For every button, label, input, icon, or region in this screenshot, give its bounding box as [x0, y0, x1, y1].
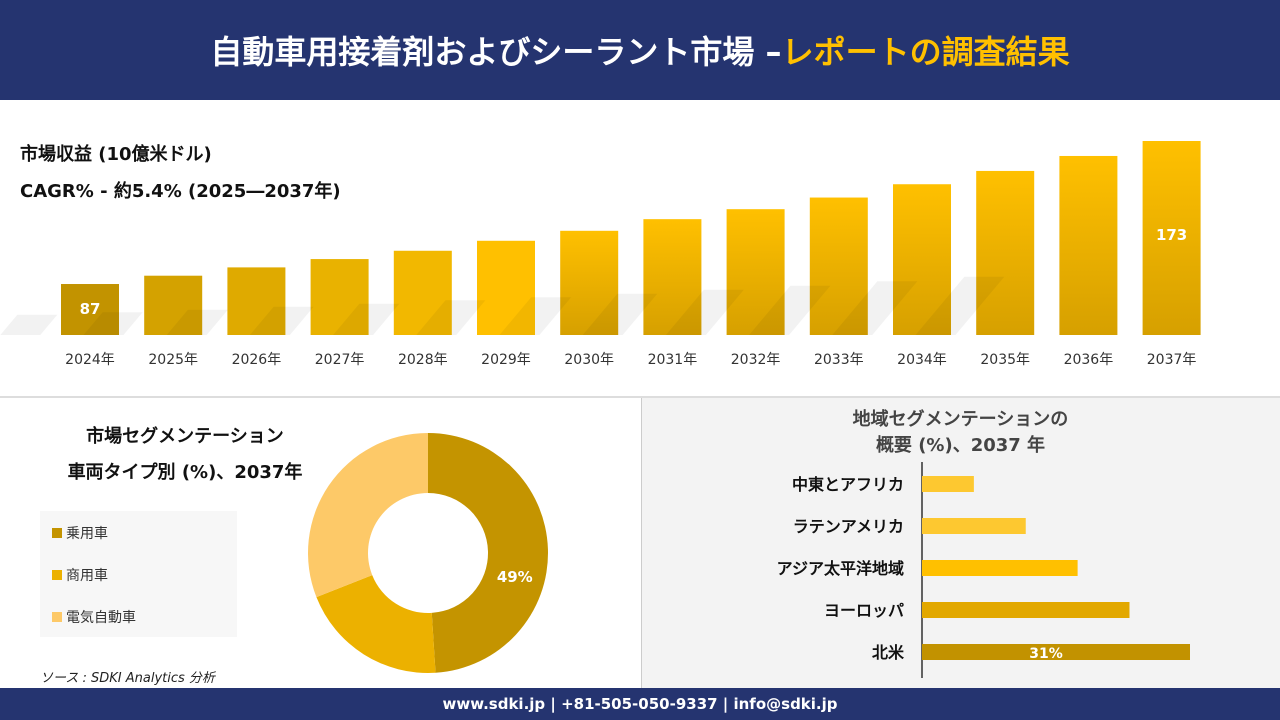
year-label: 2031年	[648, 352, 698, 368]
revenue-bar-chart: 2024年 87 2025年 2026年 2027年 2028年 2029年 2030年 203…	[0, 141, 1201, 368]
bar-shadow	[416, 300, 486, 335]
segment-title-1: 市場セグメンテーション	[86, 426, 284, 447]
bar-shadow	[749, 285, 831, 335]
segment-title-2: 車両タイプ別 (%)、2037年	[67, 462, 303, 483]
bar-shadow	[499, 297, 572, 335]
slice-data-label: 49%	[497, 568, 533, 586]
bar-data-label: 87	[80, 300, 101, 318]
bar-data-label: 173	[1156, 226, 1187, 244]
bar-shadow	[333, 303, 400, 336]
header-banner: 自動車用接着剤およびシーラント市場 – レポートの調査結果	[0, 0, 1280, 100]
revenue-bar	[726, 209, 785, 335]
year-label: 2028年	[398, 352, 448, 368]
revenue-bar	[310, 259, 369, 335]
year-label: 2034年	[897, 352, 947, 368]
bar-shadow	[915, 276, 1005, 335]
bar-shadow	[0, 314, 58, 336]
bar-shadow	[249, 306, 314, 336]
donut-legend	[40, 511, 237, 637]
revenue-bar	[976, 170, 1035, 335]
footer-contact: www.sdki.jp | +81-505-050-9337 | info@sd…	[0, 688, 1280, 720]
legend-label: 乗用車	[66, 526, 108, 542]
year-label: 2032年	[731, 352, 781, 368]
revenue-bar	[643, 219, 702, 335]
legend-item-passenger: 乗用車	[52, 523, 108, 543]
revenue-bar	[809, 197, 868, 335]
bar-shadow	[83, 312, 143, 335]
section-divider	[0, 396, 1280, 398]
revenue-bar	[144, 275, 203, 335]
page-title-accent: レポートの調査結果	[781, 33, 1070, 71]
legend-swatch	[52, 612, 62, 622]
region-title-2: 概要 (%)、2037 年	[875, 435, 1046, 456]
revenue-bar	[477, 240, 535, 335]
bar-shadow	[582, 293, 658, 336]
source-note: ソース : SDKI Analytics 分析	[40, 671, 215, 686]
bar-shadow	[166, 309, 228, 335]
legend-item-commercial: 商用車	[52, 565, 108, 585]
bar-shadow	[832, 281, 918, 336]
donut-slice	[428, 433, 548, 673]
legend-swatch	[52, 528, 62, 538]
bar-shadow	[665, 289, 744, 335]
donut-slice	[316, 575, 436, 673]
legend-item-ev: 電気自動車	[52, 607, 136, 627]
year-label: 2029年	[481, 352, 531, 368]
page-title: 自動車用接着剤およびシーラント市場 –	[210, 33, 782, 71]
year-label: 2037年	[1147, 352, 1197, 368]
revenue-bar	[1059, 155, 1118, 335]
year-label: 2033年	[814, 352, 864, 368]
revenue-bar	[1142, 141, 1201, 335]
cagr-text: CAGR% - 約5.4% (2025―2037年)	[20, 181, 341, 202]
legend-swatch	[52, 570, 62, 580]
year-label: 2026年	[232, 352, 282, 368]
year-label: 2035年	[980, 352, 1030, 368]
legend-label: 電気自動車	[66, 610, 136, 626]
revenue-bar	[893, 184, 951, 335]
revenue-bar	[393, 250, 452, 335]
revenue-bar	[560, 230, 619, 335]
year-label: 2030年	[564, 352, 614, 368]
year-label: 2027年	[315, 352, 365, 368]
legend-label: 商用車	[66, 568, 108, 584]
year-label: 2024年	[65, 352, 115, 368]
revenue-bar	[227, 267, 286, 335]
revenue-bar	[61, 284, 119, 335]
revenue-title: 市場収益 (10億米ドル)	[20, 144, 212, 165]
region-title-1: 地域セグメンテーションの	[852, 409, 1069, 430]
region-panel	[641, 398, 1280, 688]
year-label: 2036年	[1064, 352, 1114, 368]
year-label: 2025年	[148, 352, 198, 368]
